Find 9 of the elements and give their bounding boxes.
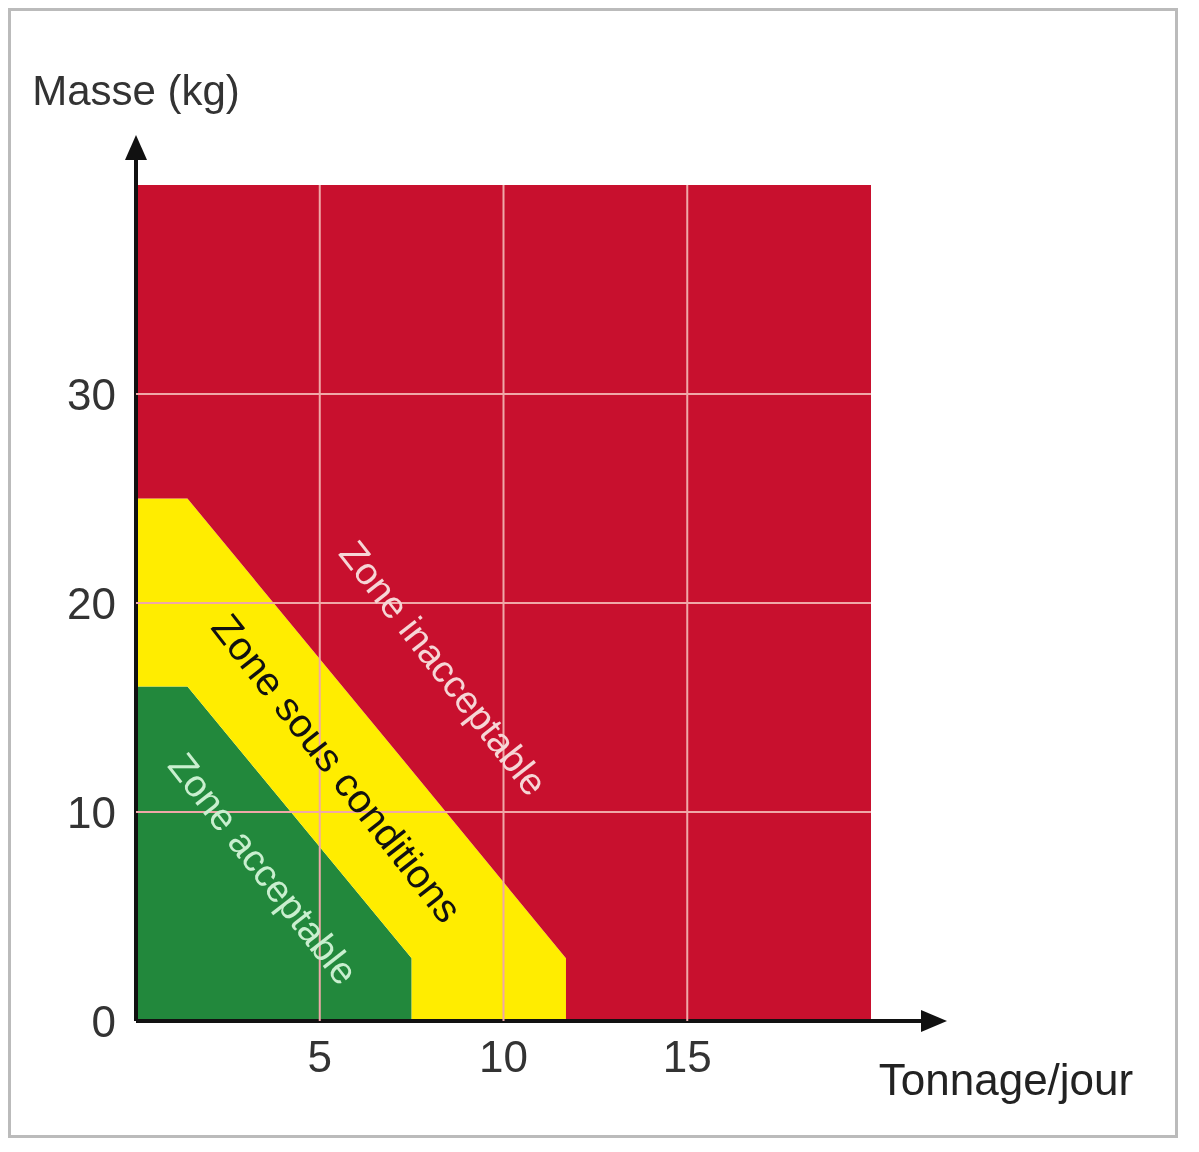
- x-tick-label: 10: [479, 1032, 528, 1082]
- x-axis-title: Tonnage/jour: [878, 1055, 1134, 1104]
- y-tick-label: 10: [67, 787, 116, 837]
- x-tick-label: 5: [307, 1032, 332, 1082]
- x-tick-label: 15: [662, 1032, 712, 1082]
- y-axis-title: Masse (kg): [32, 67, 240, 114]
- y-tick-label: 20: [67, 578, 116, 628]
- y-tick-label: 0: [91, 996, 116, 1046]
- y-tick-label: 30: [67, 369, 116, 419]
